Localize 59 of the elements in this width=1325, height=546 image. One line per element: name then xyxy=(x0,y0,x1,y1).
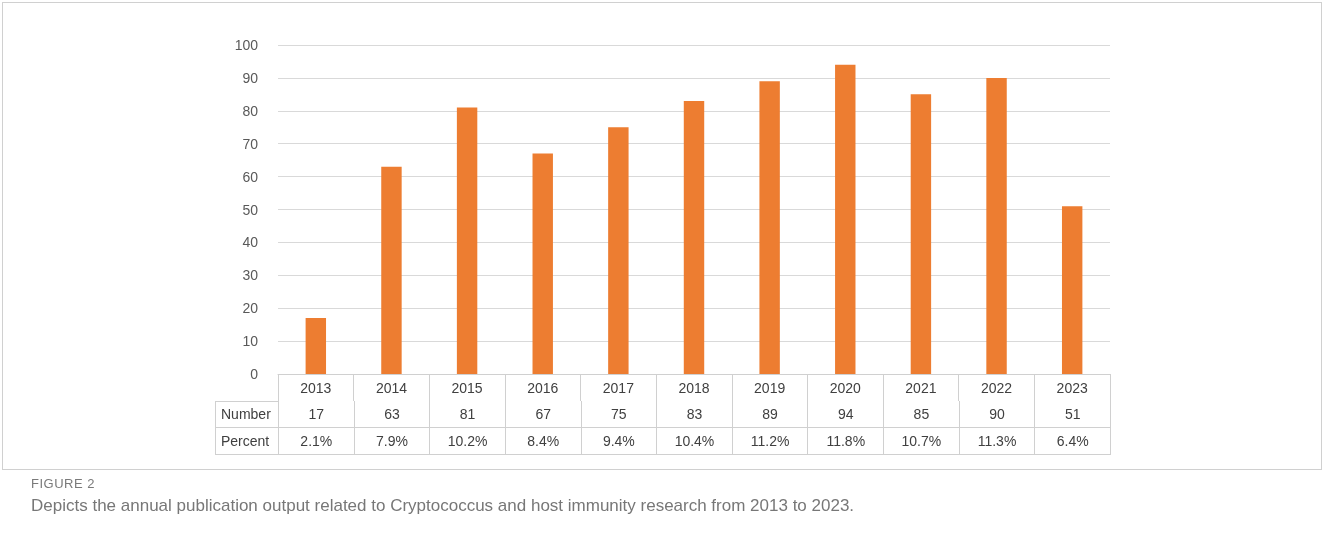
x-tick-label: 2020 xyxy=(829,380,862,396)
x-tick-label: 2013 xyxy=(300,380,332,396)
y-tick-label: 30 xyxy=(242,267,259,284)
text: 11.3% xyxy=(958,428,1035,455)
y-tick-label: 50 xyxy=(242,201,259,218)
y-tick-label: 20 xyxy=(242,300,259,317)
x-tick-label: 2017 xyxy=(602,380,635,396)
bar xyxy=(305,318,327,374)
text: 6.4% xyxy=(1034,428,1110,455)
y-tick-label: 60 xyxy=(242,168,259,185)
y-tick-label: 0 xyxy=(250,366,259,382)
bar xyxy=(1061,206,1083,374)
text: 9.4% xyxy=(580,428,657,455)
bar xyxy=(532,153,553,374)
x-tick-label: 2022 xyxy=(980,380,1013,396)
bar xyxy=(381,166,402,374)
y-tick-label: 40 xyxy=(242,234,259,251)
x-tick-label: 2023 xyxy=(1056,380,1088,396)
text: Percent xyxy=(215,428,278,455)
text: Number xyxy=(215,401,278,428)
text: 10.2% xyxy=(429,428,505,455)
x-tick-label: 2021 xyxy=(905,380,937,396)
bar xyxy=(608,127,629,374)
x-tick-label: 2016 xyxy=(527,380,559,396)
y-tick-label: 100 xyxy=(234,37,259,53)
data-label: 17 xyxy=(278,401,354,428)
data-label: 89 xyxy=(731,401,808,428)
data-label: 85 xyxy=(883,401,959,428)
bar xyxy=(759,81,780,374)
bar xyxy=(835,64,856,374)
text: 11.2% xyxy=(731,428,808,455)
bar xyxy=(683,100,705,374)
y-tick-label: 10 xyxy=(242,333,259,350)
y-tick-label: 80 xyxy=(242,102,259,119)
bar xyxy=(910,94,932,374)
data-label: 90 xyxy=(958,401,1035,428)
text: 10.4% xyxy=(656,428,732,455)
text: 2.1% xyxy=(278,428,354,455)
data-label: 51 xyxy=(1034,401,1110,428)
bar xyxy=(986,77,1007,374)
data-label: 81 xyxy=(429,401,505,428)
data-label: 67 xyxy=(504,401,581,428)
x-tick-label: 2019 xyxy=(754,380,786,396)
data-label: 83 xyxy=(656,401,732,428)
data-label: 94 xyxy=(807,401,884,428)
text: FIGURE 2 xyxy=(31,476,95,491)
data-label: 75 xyxy=(580,401,657,428)
text: 10.7% xyxy=(883,428,959,455)
y-tick-label: 90 xyxy=(242,69,259,86)
x-tick-label: 2015 xyxy=(451,380,483,396)
text: Depicts the annual publication output related to Cryptococcus and host immunity research from 2013 to 2023. xyxy=(31,496,855,516)
text: 8.4% xyxy=(504,428,581,455)
text: 11.8% xyxy=(807,428,884,455)
bar xyxy=(456,107,478,374)
x-tick-label: 2014 xyxy=(375,380,408,396)
x-tick-label: 2018 xyxy=(678,380,710,396)
text: 7.9% xyxy=(353,428,430,455)
data-label: 63 xyxy=(353,401,430,428)
y-tick-label: 70 xyxy=(242,135,259,152)
